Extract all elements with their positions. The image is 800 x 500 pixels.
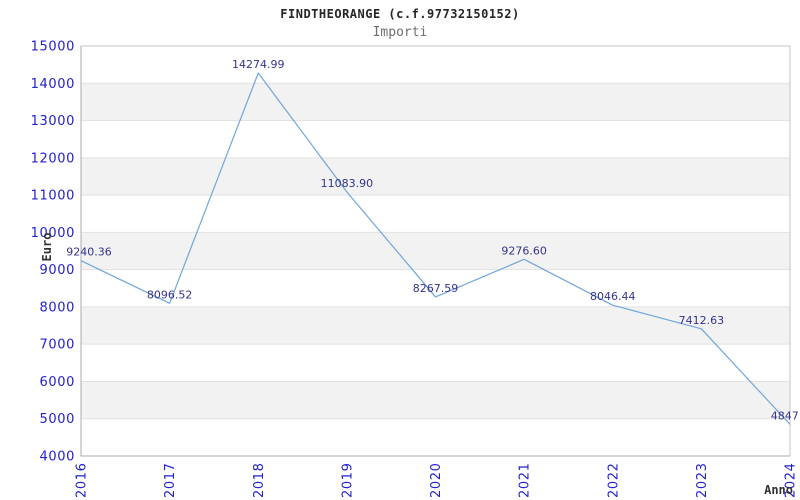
x-tick-label: 2018 (252, 463, 267, 498)
chart-title: FINDTHEORANGE (c.f.97732150152) (280, 7, 520, 21)
x-axis-title: Anno (764, 483, 793, 497)
y-tick-label: 5000 (40, 412, 75, 427)
y-tick-label: 12000 (31, 151, 75, 166)
point-label: 9240.36 (66, 246, 112, 259)
plot-band (81, 83, 790, 121)
plot-band (81, 306, 790, 345)
point-label: 11083.90 (321, 177, 374, 190)
x-tick-label: 2020 (429, 463, 444, 498)
x-tick-label: 2022 (606, 463, 621, 498)
y-tick-label: 10000 (31, 226, 75, 241)
plot-band (81, 157, 790, 196)
x-tick-label: 2021 (518, 463, 533, 498)
y-tick-label: 13000 (31, 114, 75, 129)
y-tick-label: 14000 (31, 77, 75, 92)
point-label: 4847.8 (771, 409, 800, 422)
y-tick-label: 9000 (40, 263, 75, 278)
y-tick-label: 6000 (40, 375, 75, 390)
x-tick-label: 2024 (784, 463, 799, 498)
y-tick-label: 7000 (40, 338, 75, 353)
y-tick-label: 15000 (31, 40, 75, 55)
x-tick-label: 2019 (340, 463, 355, 498)
point-label: 9276.60 (501, 244, 547, 257)
point-label: 8267.59 (413, 282, 459, 295)
y-axis-title: Euro (40, 233, 54, 262)
x-tick-label: 2016 (75, 463, 90, 498)
series-line (80, 72, 791, 425)
x-tick-label: 2017 (163, 463, 178, 498)
point-label: 8046.44 (590, 290, 636, 303)
y-tick-label: 8000 (40, 300, 75, 315)
plot-band (81, 232, 790, 270)
x-tick-label: 2023 (695, 463, 710, 498)
chart-subtitle: Importi (372, 25, 428, 40)
y-tick-label: 11000 (31, 189, 75, 204)
point-label: 7412.63 (679, 314, 725, 327)
point-label: 14274.99 (232, 58, 285, 71)
plot-band (81, 381, 790, 419)
y-tick-label: 4000 (40, 450, 75, 465)
point-label: 8096.52 (147, 288, 193, 301)
